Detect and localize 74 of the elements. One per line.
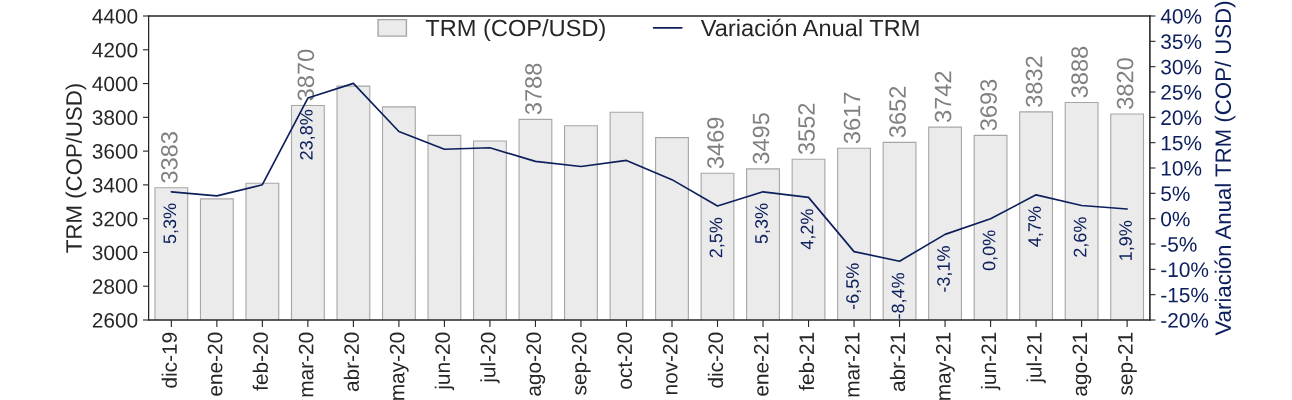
y2-axis-title: Variación Anual TRM (COP/ USD) [1214,1,1236,336]
data-label: 3495 [752,113,770,164]
x-tick-label: feb-20 [252,332,268,391]
data-label: 3742 [934,71,952,123]
legend-label: TRM (COP/USD) [425,19,605,42]
data-label: 3832 [1025,56,1043,107]
data-label: 5,3% [755,203,770,244]
x-tick-label: may-20 [389,332,409,400]
data-label: -6,5% [846,263,862,310]
y-tick-label: 3600 [92,144,138,159]
x-tick-label: abr-20 [343,332,359,392]
data-label: 4,2% [800,209,816,250]
y-tick-label: 3200 [92,211,138,227]
data-label: 3617 [843,92,861,144]
x-tick-label: may-21 [935,332,955,400]
data-label: 4,7% [1028,206,1044,247]
y-tick-label: 2600 [92,313,138,328]
y2-tick-label: -10% [1161,262,1209,278]
data-label: 3888 [1071,46,1088,98]
data-label: 3870 [297,49,315,101]
data-label: 3693 [980,79,997,131]
data-label: 3652 [889,86,906,138]
y2-tick-label: 25% [1161,85,1202,100]
x-tick-label: nov-20 [662,332,678,395]
y-axis-title: TRM (COP/USD) [65,84,87,253]
y-tick-label: 4400 [92,9,138,24]
data-label: 3383 [160,132,178,183]
data-label: 3820 [1116,58,1134,109]
y2-tick-label: 35% [1161,34,1202,50]
y2-tick-label: 10% [1161,161,1202,176]
x-tick-label: ene-20 [207,332,223,396]
data-label: 23,8% [299,109,315,160]
data-label: 5,3% [163,203,179,244]
x-tick-label: ago-20 [526,332,546,396]
y-tick-label: 4000 [92,76,138,92]
y-tick-label: 4200 [92,42,138,58]
data-label: -8,4% [891,272,907,319]
legend-label: Variación Anual TRM [700,18,919,37]
x-tick-label: sep-20 [571,332,591,395]
x-tick-label: jun-20 [434,332,455,391]
data-label: 2,6% [1073,217,1089,257]
y2-tick-label: -20% [1161,313,1209,328]
x-tick-label: jul-21 [1026,332,1046,384]
data-label: -3,1% [937,246,953,292]
y-tick-label: 3800 [92,110,138,126]
y2-tick-label: 20% [1161,110,1202,126]
x-tick-label: sep-21 [1117,332,1137,395]
y2-tick-label: 15% [1161,135,1202,151]
x-tick-label: mar-21 [844,332,860,397]
x-tick-label: jun-21 [980,332,1001,391]
x-tick-label: mar-20 [298,332,314,397]
x-tick-label: dic-20 [707,332,724,388]
data-label: 3788 [525,63,542,115]
data-label: 2,5% [709,217,725,258]
x-tick-label: ago-21 [1072,332,1092,396]
data-label: 1,9% [1119,220,1135,260]
x-tick-label: jul-20 [480,332,500,384]
y-tick-label: 2800 [92,279,138,294]
y2-tick-label: 30% [1161,59,1202,75]
y-tick-label: 3000 [92,245,138,261]
y2-tick-label: -5% [1161,237,1197,252]
data-label: 0,0% [982,230,998,271]
y-tick-label: 3400 [92,177,138,193]
x-tick-label: dic-19 [161,332,177,388]
y2-tick-label: 0% [1161,211,1190,227]
y2-tick-label: -15% [1161,287,1209,303]
x-tick-label: abr-21 [889,332,906,392]
y2-tick-label: 40% [1160,9,1202,24]
x-tick-label: feb-21 [798,332,815,391]
x-tick-label: oct-20 [617,332,633,389]
y2-tick-label: 5% [1161,186,1190,202]
x-tick-label: ene-21 [753,332,769,396]
data-label: 3469 [707,117,724,169]
data-label: 3552 [798,103,815,155]
